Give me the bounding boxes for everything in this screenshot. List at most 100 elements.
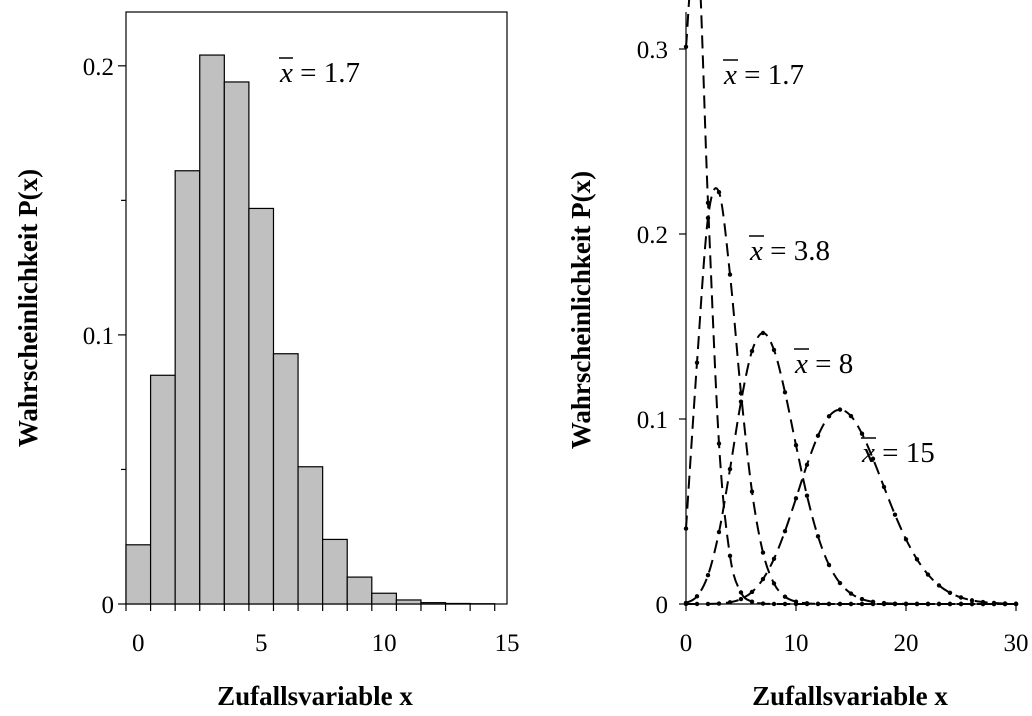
series-2-point-25 [958, 601, 964, 607]
series-2-point-5 [738, 399, 744, 404]
right-y-ticks: 0 0.1 0.2 0.3 [637, 37, 686, 619]
bar-12 [420, 602, 447, 605]
series-0-point-7 [760, 601, 766, 606]
series-0-point-6 [749, 599, 755, 604]
right-x-ticks: 0 10 20 30 [680, 604, 1029, 657]
bar-5 [248, 207, 275, 605]
series-1-point-16 [859, 601, 865, 607]
series-3-point-5 [738, 596, 744, 602]
series-3-point-25 [958, 595, 964, 600]
series-0-point-5 [738, 590, 744, 595]
series-1-point-8 [771, 581, 777, 586]
annotation-value: = 1.7 [737, 59, 804, 91]
series-2-point-1 [694, 594, 700, 599]
right-axes [685, 12, 1016, 605]
right-annotations: x = 1.7x = 3.8x = 8x = 15 [723, 59, 935, 469]
right-x-tick-label: 10 [784, 630, 809, 657]
series-2-point-6 [749, 348, 755, 354]
series-1-point-3 [716, 189, 722, 195]
series-3-point-22 [925, 572, 931, 577]
left-x-tick-label: 5 [255, 630, 268, 657]
series-2-point-9 [782, 390, 788, 395]
series-3-point-2 [705, 601, 711, 607]
series-2-point-7 [760, 330, 766, 336]
series-2-point-11 [804, 493, 810, 498]
right-y-tick-label: 0.3 [637, 37, 668, 64]
left-y-tick-label: 0.2 [83, 54, 114, 81]
series-3-point-12 [815, 433, 821, 438]
annotation-value: = 3.8 [763, 235, 830, 267]
series-2-point-22 [925, 601, 931, 607]
series-0-annotation: x = 1.7 [723, 59, 804, 91]
bar-7 [297, 466, 324, 605]
series-3-point-10 [793, 496, 799, 501]
series-1-point-1 [694, 360, 700, 365]
left-annotation: x = 1.7 [279, 57, 360, 89]
series-1-line [685, 187, 1016, 605]
series-2-point-19 [892, 601, 898, 606]
series-3-point-3 [716, 601, 722, 606]
series-3-point-20 [903, 537, 909, 542]
series-2-point-18 [881, 600, 887, 606]
series-0-point-0 [683, 44, 689, 49]
series-2-point-21 [914, 601, 920, 607]
left-x-tick-label: 15 [495, 630, 520, 657]
series-2-point-16 [859, 596, 865, 602]
bar-8 [322, 538, 348, 605]
series-1-point-2 [705, 215, 711, 221]
series-3-point-18 [881, 484, 887, 490]
right-x-tick-label: 30 [1004, 630, 1029, 657]
annotation-var: x [861, 437, 875, 469]
series-1-point-4 [727, 272, 733, 277]
series-3-point-24 [947, 590, 953, 595]
series-0-point-9 [782, 601, 788, 607]
series-1-point-0 [683, 526, 689, 531]
series-2-point-15 [848, 591, 854, 596]
series-2-point-2 [705, 573, 711, 578]
bar-3 [199, 54, 225, 605]
left-y-ticks: 0 0.1 0.2 [83, 54, 126, 619]
right-y-tick-label: 0 [656, 592, 669, 619]
bar-0 [125, 544, 152, 605]
left-bars [125, 54, 496, 605]
series-2-point-4 [727, 466, 733, 472]
series-3-point-27 [980, 599, 986, 605]
series-1-point-6 [749, 489, 755, 494]
series-3-point-19 [892, 512, 898, 517]
bar-11 [395, 599, 422, 605]
series-2-point-12 [815, 534, 821, 539]
left-annotation-var: x [279, 57, 293, 89]
series-3-point-29 [1002, 601, 1008, 606]
series-3-point-15 [848, 413, 854, 419]
left-bar-chart: 0 0.1 0.2 0 5 10 15 Zufallsvariable x Wahrsch… [13, 11, 520, 711]
bar-2 [174, 170, 201, 605]
series-3-point-17 [870, 456, 876, 461]
series-3-point-26 [969, 598, 975, 603]
series-1-point-10 [793, 599, 799, 604]
series-1-point-14 [837, 601, 843, 607]
series-3-point-13 [826, 414, 832, 419]
series-2-point-20 [903, 601, 909, 607]
series-0-point-4 [727, 553, 733, 559]
bar-9 [346, 576, 373, 605]
series-3-point-30 [1013, 601, 1019, 606]
series-1-point-13 [826, 601, 832, 607]
bar-13 [444, 602, 471, 605]
series-3-annotation: x = 15 [861, 437, 935, 469]
series-2-point-3 [716, 529, 722, 535]
bar-6 [272, 353, 299, 605]
left-x-axis-label: Zufallsvariable x [217, 681, 413, 711]
series-1-point-7 [760, 550, 766, 555]
right-y-axis-label: Wahrscheinlichkeit P(x) [566, 171, 596, 449]
series-1-point-11 [804, 601, 810, 606]
series-3-line [685, 408, 1017, 605]
series-3-point-23 [936, 583, 942, 588]
series-2-point-23 [936, 601, 942, 607]
series-3-point-6 [749, 589, 755, 595]
annotation-var: x [749, 235, 763, 267]
right-y-tick-label: 0.2 [637, 222, 668, 249]
series-2-point-26 [969, 601, 975, 607]
left-x-tick-label: 10 [372, 630, 397, 657]
series-2-point-10 [793, 443, 799, 448]
series-1-annotation: x = 3.8 [749, 235, 830, 267]
